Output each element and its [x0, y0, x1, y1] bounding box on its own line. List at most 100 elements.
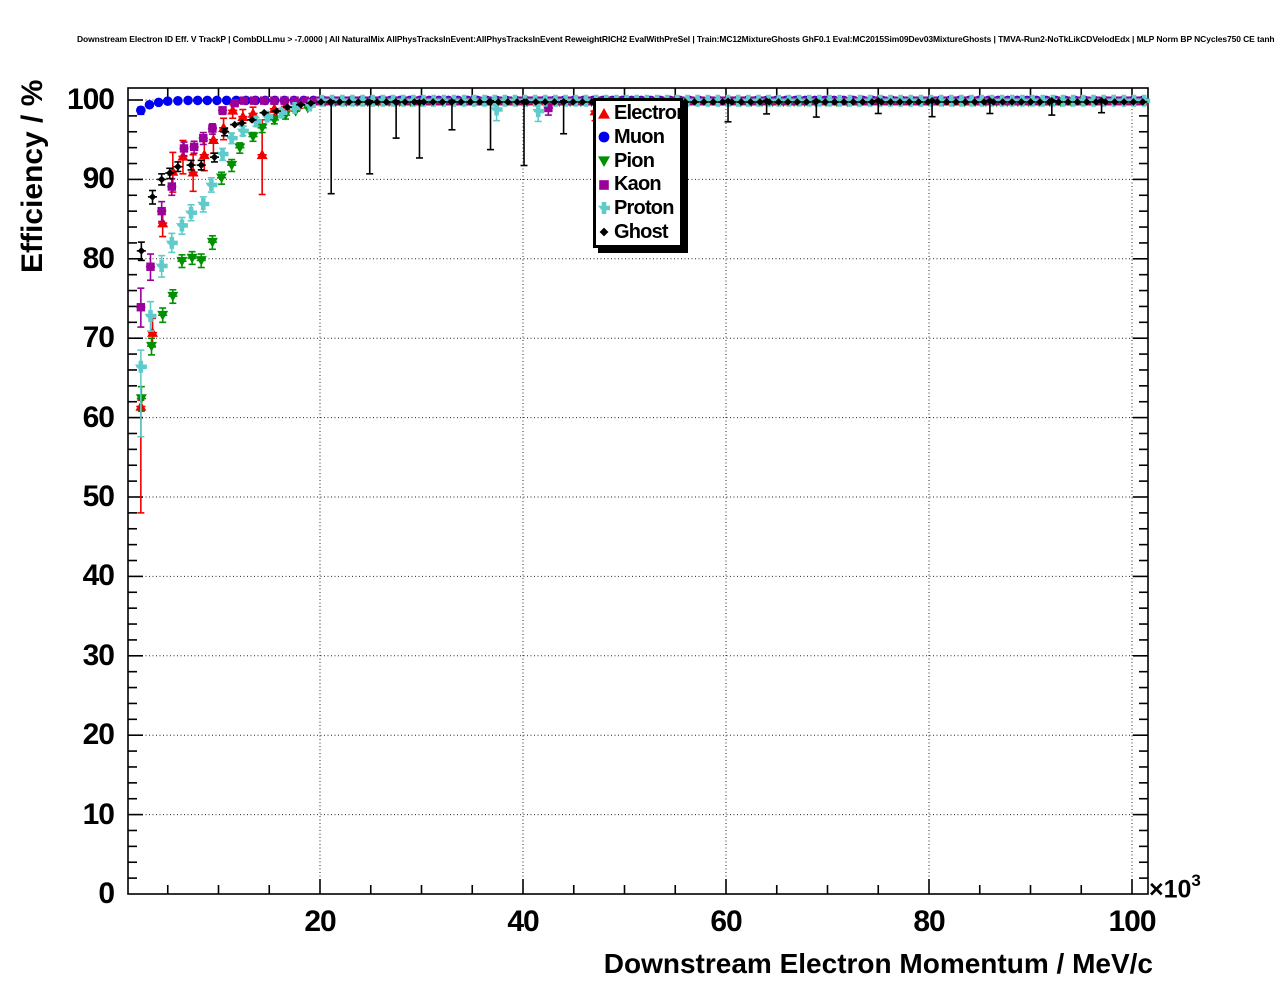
data-point-proton — [155, 259, 168, 272]
data-point-proton — [185, 206, 198, 219]
data-point-proton — [701, 94, 714, 107]
data-point-pion — [176, 256, 188, 267]
data-point-muon — [153, 97, 164, 108]
data-point-ghost — [812, 98, 820, 106]
data-point-kaon — [157, 206, 166, 216]
data-point-muon — [221, 95, 232, 106]
data-point-proton — [1056, 94, 1069, 107]
data-point-ghost — [793, 98, 802, 106]
electron-marker-glyph — [598, 107, 610, 119]
legend-label: Kaon — [614, 173, 662, 196]
data-point-proton — [175, 219, 188, 232]
data-point-pion — [186, 253, 198, 264]
data-point-kaon — [167, 182, 177, 191]
x-axis-exponent: ×103 — [1149, 871, 1201, 904]
data-point-kaon — [218, 106, 227, 115]
data-point-ghost — [494, 98, 503, 106]
data-point-ghost — [942, 98, 951, 106]
data-point-ghost — [220, 127, 229, 136]
data-point-ghost — [858, 98, 867, 106]
data-point-kaon — [280, 96, 289, 105]
x-tick-label: 40 — [507, 905, 539, 938]
data-point-proton — [376, 94, 389, 107]
y-tick-label: 40 — [82, 559, 115, 593]
ghost-marker-glyph — [599, 227, 609, 237]
data-point-kaon — [230, 98, 239, 108]
data-point-ghost — [283, 103, 292, 111]
data-point-ghost — [578, 98, 587, 106]
data-point-ghost — [737, 98, 746, 106]
legend-label: Pion — [614, 149, 655, 172]
data-point-electron — [227, 104, 239, 115]
x-axis-title: Downstream Electron Momentum / MeV/c — [603, 948, 1153, 979]
legend-entry-pion: Pion — [597, 150, 680, 173]
legend-entry-ghost: Ghost — [597, 221, 680, 244]
data-point-proton — [532, 105, 545, 118]
data-point-pion — [167, 291, 179, 302]
data-point-proton — [803, 94, 816, 107]
data-point-ghost — [210, 153, 219, 161]
data-point-proton — [216, 147, 229, 160]
data-point-ghost — [905, 98, 914, 106]
legend-label: Muon — [614, 125, 665, 148]
data-point-ghost — [148, 193, 157, 201]
ghost-marker-icon — [599, 227, 609, 237]
data-point-ghost — [886, 98, 895, 106]
data-point-ghost — [588, 98, 596, 106]
pion-marker-icon — [598, 156, 610, 168]
data-point-ghost — [522, 98, 531, 106]
data-point-ghost — [1073, 98, 1082, 106]
data-point-ghost — [1120, 98, 1128, 106]
data-point-ghost — [980, 98, 988, 106]
pion-marker-glyph — [598, 156, 610, 168]
data-point-proton — [1077, 94, 1090, 107]
data-point-proton — [346, 94, 359, 107]
data-point-ghost — [924, 98, 932, 106]
y-tick-label: 0 — [98, 877, 115, 910]
electron-marker-icon — [598, 107, 610, 119]
data-point-proton — [569, 94, 582, 107]
data-point-ghost — [700, 98, 708, 106]
legend-entry-muon: Muon — [597, 126, 680, 149]
data-point-ghost — [447, 98, 456, 106]
y-tick-label: 20 — [82, 718, 115, 752]
data-point-ghost — [187, 161, 195, 169]
data-point-ghost — [457, 98, 465, 106]
data-point-electron — [157, 217, 169, 228]
data-point-pion — [234, 143, 246, 154]
legend-entry-electron: Electron — [597, 102, 688, 125]
data-point-ghost — [419, 98, 428, 106]
data-point-proton — [498, 94, 511, 107]
y-tick-label: 70 — [82, 321, 115, 355]
data-point-proton — [336, 94, 349, 107]
data-point-proton — [1036, 94, 1049, 107]
data-point-proton — [261, 110, 274, 123]
data-point-pion — [216, 173, 228, 184]
data-point-electron — [207, 134, 219, 144]
data-point-electron — [198, 149, 210, 160]
data-point-ghost — [260, 108, 268, 117]
data-point-ghost — [238, 119, 246, 127]
data-point-electron — [187, 166, 199, 177]
data-point-ghost — [718, 98, 727, 106]
legend-label: Proton — [614, 196, 674, 219]
y-axis-title: Efficiency / % — [16, 79, 49, 273]
data-point-muon — [212, 95, 222, 106]
data-point-kaon — [259, 96, 269, 105]
data-point-ghost — [1129, 98, 1138, 106]
y-tick-label: 90 — [82, 162, 115, 196]
data-point-kaon — [189, 142, 199, 152]
data-point-ghost — [248, 116, 256, 124]
data-point-ghost — [560, 98, 568, 106]
data-point-ghost — [354, 98, 363, 106]
data-point-ghost — [410, 98, 419, 106]
data-point-muon — [202, 95, 213, 106]
data-point-ghost — [1092, 98, 1100, 106]
data-point-proton — [468, 94, 481, 107]
data-point-ghost — [821, 98, 830, 106]
data-point-ghost — [681, 98, 689, 106]
data-point-proton — [488, 94, 501, 107]
legend-label: Ghost — [614, 220, 669, 243]
data-point-proton — [144, 309, 157, 322]
